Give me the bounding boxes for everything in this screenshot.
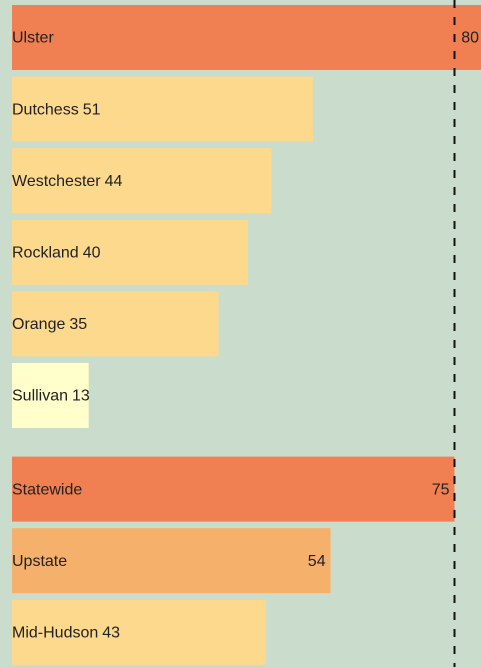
bar-label: Rockland bbox=[12, 245, 79, 262]
bar bbox=[12, 5, 481, 70]
value-label: 54 bbox=[308, 553, 326, 570]
bar-label: Statewide bbox=[12, 481, 82, 498]
bar-label: Mid-Hudson bbox=[12, 625, 98, 642]
bar-label: Dutchess bbox=[12, 101, 79, 118]
value-label: 44 bbox=[105, 173, 123, 190]
bar-label: Upstate bbox=[12, 553, 67, 570]
value-label: 75 bbox=[432, 481, 450, 498]
bar bbox=[12, 148, 272, 214]
bar-label: Sullivan bbox=[12, 388, 68, 405]
bar bbox=[12, 76, 313, 142]
bar bbox=[12, 363, 89, 428]
bar-label: Westchester bbox=[12, 173, 101, 190]
value-label: 51 bbox=[83, 101, 101, 118]
bar bbox=[12, 219, 248, 285]
value-label: 35 bbox=[69, 316, 87, 333]
bar bbox=[12, 528, 331, 594]
value-label: 40 bbox=[83, 245, 101, 262]
value-label: 80 bbox=[461, 30, 479, 47]
value-label: 43 bbox=[102, 625, 120, 642]
bar bbox=[12, 456, 455, 522]
value-label: 13 bbox=[72, 388, 90, 405]
bar bbox=[12, 291, 219, 357]
bar-label: Orange bbox=[12, 316, 65, 333]
bar bbox=[12, 599, 266, 665]
bar-label: Ulster bbox=[12, 30, 54, 47]
